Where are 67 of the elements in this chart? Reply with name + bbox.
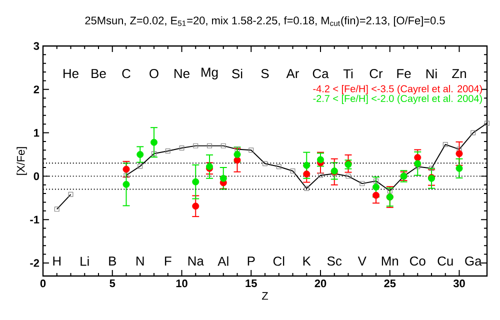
point	[234, 151, 241, 158]
chart-title: 25Msun, Z=0.02, E$_{51}$=20, mix 1.58-2.25, f=0.18, M$_{cut}$(fin)=2.13, [O/Fe]=0.5	[85, 16, 445, 27]
annotation: Na	[188, 256, 204, 266]
x-tick-label: 15	[246, 280, 257, 288]
annotation: Mn	[382, 256, 398, 266]
x-axis-title: Z	[262, 292, 268, 300]
annotation: Ni	[426, 68, 437, 78]
x-tick-label: 5	[110, 280, 116, 288]
annotation: P	[248, 256, 255, 266]
point	[192, 178, 200, 186]
annotation: Ti	[343, 68, 353, 78]
annotation: H	[53, 256, 60, 266]
annotation: C	[122, 69, 130, 78]
point	[317, 156, 324, 164]
annotation: Cr	[370, 69, 383, 78]
annotation: Li	[80, 256, 89, 266]
annotation: B	[109, 256, 116, 266]
y-tick-label: 2	[34, 86, 40, 94]
annotation: Al	[218, 256, 228, 266]
annotation: Zn	[452, 69, 466, 78]
y-tick-label: 1	[34, 129, 40, 137]
point	[303, 170, 310, 178]
x-tick-label: 25	[384, 280, 396, 288]
annotation: N	[136, 256, 144, 266]
annotation: He	[64, 69, 78, 78]
annotation: Ca	[312, 69, 329, 78]
annotation: Fe	[397, 69, 411, 78]
annotation: F	[164, 256, 172, 266]
annotation: Cu	[438, 256, 453, 266]
point	[150, 138, 158, 146]
x-tick-label: 20	[314, 280, 326, 288]
point	[456, 164, 463, 172]
y-tick-label: -1	[30, 216, 40, 224]
x-tick-label: 0	[40, 280, 46, 288]
annotation: Ar	[286, 69, 300, 78]
x-tick-label: 10	[176, 280, 188, 288]
annotation: V	[358, 256, 366, 266]
x-tick-label: 30	[453, 280, 465, 288]
point	[303, 162, 310, 169]
annotation: Be	[92, 69, 106, 78]
text: -2.7 < [Fe/H] <-2.0 (Cayrel et al. 2004)	[313, 94, 482, 104]
point	[414, 160, 422, 168]
point	[220, 174, 227, 182]
y-tick-label: -2	[30, 259, 40, 267]
point	[234, 156, 241, 164]
point	[456, 150, 463, 158]
annotation: S	[261, 69, 269, 78]
y-axis-title: [X/Fe]	[16, 147, 27, 175]
annotation: Si	[232, 68, 242, 78]
point	[122, 166, 130, 173]
annotation: K	[303, 256, 311, 266]
point	[372, 192, 380, 199]
point	[414, 154, 422, 162]
y-tick-label: 0	[34, 172, 40, 180]
annotation: O	[150, 69, 158, 78]
annotation: Cl	[273, 256, 284, 266]
point	[122, 180, 130, 188]
annotation: Ne	[174, 69, 190, 78]
point	[136, 151, 144, 158]
y-tick-label: 3	[34, 42, 40, 50]
annotation: Ga	[465, 256, 482, 266]
annotation: Mg	[202, 68, 218, 80]
annotation: Co	[410, 256, 426, 266]
annotation: Sc	[327, 256, 342, 266]
text: -4.2 < [Fe/H] <-3.5 (Cayrel et al. 2004)	[313, 84, 482, 94]
point	[372, 184, 380, 191]
point	[192, 202, 200, 210]
